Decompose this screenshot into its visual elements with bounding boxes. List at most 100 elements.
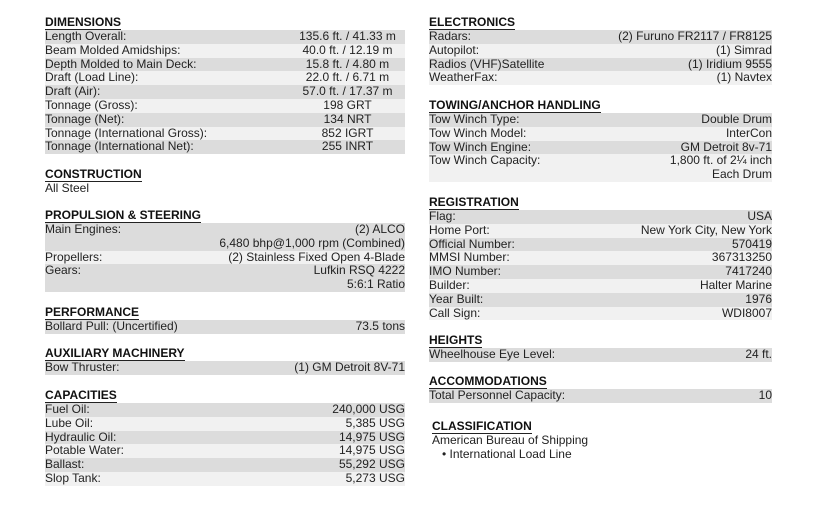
section-heading-row: ACCOMMODATIONS [429, 374, 772, 389]
spec-row: Propellers: (2) Stainless Fixed Open 4-Bl… [45, 249, 405, 265]
spec-value: 134 NRT [323, 111, 372, 126]
spec-value: InterCon [725, 125, 772, 140]
spec-value: 14,975 USG [338, 429, 405, 444]
section-heading-row: PERFORMANCE [45, 305, 405, 320]
spec-row: Radars: (2) Furuno FR2117 / FR8125 [429, 29, 772, 44]
spec-label: Lube Oil: [45, 415, 94, 430]
spec-label: Radars: [429, 29, 472, 43]
spec-row: Slop Tank: 5,273 USG [45, 470, 405, 486]
spec-row: Lube Oil: 5,385 USG [45, 415, 405, 431]
spec-row: Tonnage (International Net): 255 INRT [45, 139, 405, 155]
spec-label: IMO Number: [429, 264, 502, 279]
section-auxiliary: AUXILIARY MACHINERY Bow Thruster: (1) GM D… [45, 346, 405, 375]
section-heading-row: AUXILIARY MACHINERY [45, 346, 405, 361]
section-dimensions: DIMENSIONS Length Overall: 135.6 ft. / 41.… [45, 15, 405, 155]
spec-label: Main Engines: [45, 222, 122, 236]
spec-label: Home Port: [429, 222, 490, 237]
spec-value: 240,000 USG [332, 402, 405, 416]
spec-label: Tonnage (Gross): [45, 97, 138, 112]
spec-label: MMSI Number: [429, 250, 510, 265]
spec-row: Tow Winch Engine: GM Detroit 8v-71 [429, 139, 772, 155]
spec-label: Tonnage (Net): [45, 111, 125, 126]
spec-value: Halter Marine [699, 277, 772, 292]
spec-row: Total Personnel Capacity: 10 [429, 388, 772, 403]
spec-value: 5,385 USG [345, 415, 405, 430]
spec-row: Tonnage (Gross): 198 GRT [45, 97, 405, 113]
spec-label: Tonnage (International Gross): [45, 125, 208, 140]
spec-label: Fuel Oil: [45, 402, 90, 416]
section-text: • International Load Line [442, 446, 572, 461]
spec-value: GM Detroit 8v-71 [680, 139, 772, 154]
spec-label: Tonnage (International Net): [45, 139, 194, 154]
section-heights: HEIGHTS Wheelhouse Eye Level: 24 ft. [429, 333, 772, 362]
spec-label: Tow Winch Model: [429, 125, 527, 140]
spec-label: Total Personnel Capacity: [429, 388, 566, 402]
spec-row: Hydraulic Oil: 14,975 USG [45, 429, 405, 445]
spec-value: New York City, New York [640, 222, 772, 237]
section-heading: CLASSIFICATION [432, 419, 532, 434]
spec-label: Tow Winch Capacity: [429, 153, 541, 168]
spec-value: 1,800 ft. of 2¼ inch Each Drum [669, 153, 772, 182]
section-heading-row: PROPULSION & STEERING [45, 208, 405, 223]
spec-label: Bow Thruster: [45, 360, 120, 374]
spec-value: 198 GRT [323, 97, 372, 112]
spec-value: (2) ALCO 6,480 bhp@1,000 rpm (Combined) [219, 222, 405, 250]
spec-value: 135.6 ft. / 41.33 m [299, 29, 396, 43]
spec-value: 5,273 USG [345, 470, 405, 485]
spec-row: Tow Winch Model: InterCon [429, 125, 772, 141]
section-heading: PROPULSION & STEERING [45, 208, 202, 223]
spec-row: MMSI Number: 367313250 [429, 250, 772, 266]
spec-label: WeatherFax: [429, 70, 498, 85]
section-heading: ELECTRONICS [429, 15, 516, 30]
spec-row: Radios (VHF)Satellite (1) Iridium 9555 [429, 57, 772, 72]
section-heading-row: DIMENSIONS [45, 15, 405, 30]
spec-label: Autopilot: [429, 42, 480, 57]
spec-row: Bollard Pull: (Uncertified) 73.5 tons [45, 319, 405, 334]
spec-label: Wheelhouse Eye Level: [429, 347, 556, 361]
section-performance: PERFORMANCE Bollard Pull: (Uncertified) 73… [45, 305, 405, 334]
spec-label: Official Number: [429, 236, 515, 251]
spec-value: Lufkin RSQ 4222 5:6:1 Ratio [313, 263, 405, 292]
spec-label: Length Overall: [45, 29, 127, 43]
section-heading: TOWING/ANCHOR HANDLING [429, 98, 601, 113]
spec-label: Flag: [429, 209, 456, 223]
spec-label: Slop Tank: [45, 470, 101, 485]
section-heading: AUXILIARY MACHINERY [45, 346, 185, 361]
spec-value: 14,975 USG [338, 443, 405, 458]
spec-row: Tonnage (International Gross): 852 IGRT [45, 125, 405, 141]
section-heading-row: CONSTRUCTION [45, 167, 405, 182]
section-text: All Steel [45, 181, 90, 195]
spec-label: Tow Winch Type: [429, 112, 520, 126]
spec-value: (2) Stainless Fixed Open 4-Blade [228, 249, 405, 264]
section-heading-row: CLASSIFICATION [429, 419, 772, 434]
section-accommodations: ACCOMMODATIONS Total Personnel Capacity: 1… [429, 374, 772, 403]
spec-value: (1) GM Detroit 8V-71 [294, 360, 405, 374]
spec-row: Length Overall: 135.6 ft. / 41.33 m [45, 29, 405, 44]
spec-value: 55,292 USG [338, 457, 405, 472]
spec-label: Tow Winch Engine: [429, 139, 532, 154]
spec-row: Main Engines: (2) ALCO 6,480 bhp@1,000 rp… [45, 222, 405, 251]
section-heading-row: ELECTRONICS [429, 15, 772, 30]
spec-label: Depth Molded to Main Deck: [45, 56, 197, 71]
spec-label: Builder: [429, 277, 470, 292]
spec-row: Year Built: 1976 [429, 292, 772, 307]
spec-row: Wheelhouse Eye Level: 24 ft. [429, 347, 772, 362]
section-heading: HEIGHTS [429, 333, 483, 348]
spec-value: 22.0 ft. / 6.71 m [305, 70, 390, 85]
spec-value: 24 ft. [745, 347, 772, 361]
section-heading-row: HEIGHTS [429, 333, 772, 348]
spec-row: Ballast: 55,292 USG [45, 457, 405, 472]
spec-row: Tow Winch Type: Double Drum [429, 112, 772, 127]
spec-value: (1) Navtex [716, 70, 772, 85]
section-electronics: ELECTRONICS Radars: (2) Furuno FR2117 / FR… [429, 15, 772, 86]
section-text: American Bureau of Shipping [432, 433, 589, 447]
spec-label: Bollard Pull: (Uncertified) [45, 319, 178, 333]
spec-row: Builder: Halter Marine [429, 277, 772, 293]
spec-row: Potable Water: 14,975 USG [45, 443, 405, 459]
spec-row: Draft (Air): 57.0 ft. / 17.37 m [45, 84, 405, 99]
section-towing: TOWING/ANCHOR HANDLING Tow Winch Type: Dou… [429, 98, 772, 182]
spec-row: Draft (Load Line): 22.0 ft. / 6.71 m [45, 70, 405, 86]
spec-value: 57.0 ft. / 17.37 m [302, 84, 393, 99]
spec-value: 10 [758, 388, 772, 402]
spec-label: Hydraulic Oil: [45, 429, 117, 444]
